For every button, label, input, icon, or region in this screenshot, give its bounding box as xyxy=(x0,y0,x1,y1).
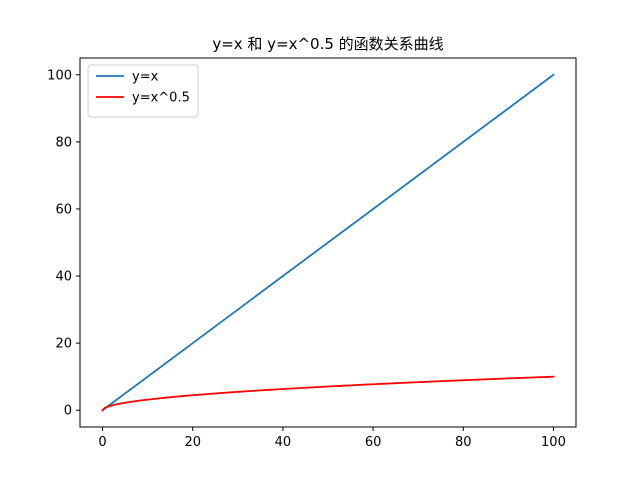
legend-label-1: y=x xyxy=(132,70,159,85)
x-tick-label: 20 xyxy=(184,435,201,450)
x-tick-label: 60 xyxy=(365,435,382,450)
x-tick-label: 80 xyxy=(455,435,472,450)
x-tick-label: 40 xyxy=(275,435,292,450)
y-tick-label: 0 xyxy=(64,404,72,419)
legend: y=x y=x^0.5 xyxy=(87,64,199,118)
y-tick-label: 20 xyxy=(55,337,72,352)
x-tick-label: 100 xyxy=(541,435,566,450)
legend-box xyxy=(87,64,199,118)
x-tick-label: 0 xyxy=(98,435,106,450)
plot-area-frame xyxy=(79,57,577,428)
series-line-1 xyxy=(101,73,555,412)
y-tick-label: 60 xyxy=(55,202,72,217)
y-tick-label: 80 xyxy=(55,135,72,150)
x-axis: 0 20 40 60 80 100 xyxy=(98,427,566,450)
series-layer xyxy=(101,73,555,412)
y-tick-label: 100 xyxy=(47,68,72,83)
series-line-2 xyxy=(101,375,555,412)
chart-title: y=x 和 y=x^0.5 的函数关系曲线 xyxy=(212,35,443,53)
y-axis: 0 20 40 60 80 100 xyxy=(47,68,80,419)
legend-label-2: y=x^0.5 xyxy=(132,91,190,106)
y-tick-label: 40 xyxy=(55,270,72,285)
